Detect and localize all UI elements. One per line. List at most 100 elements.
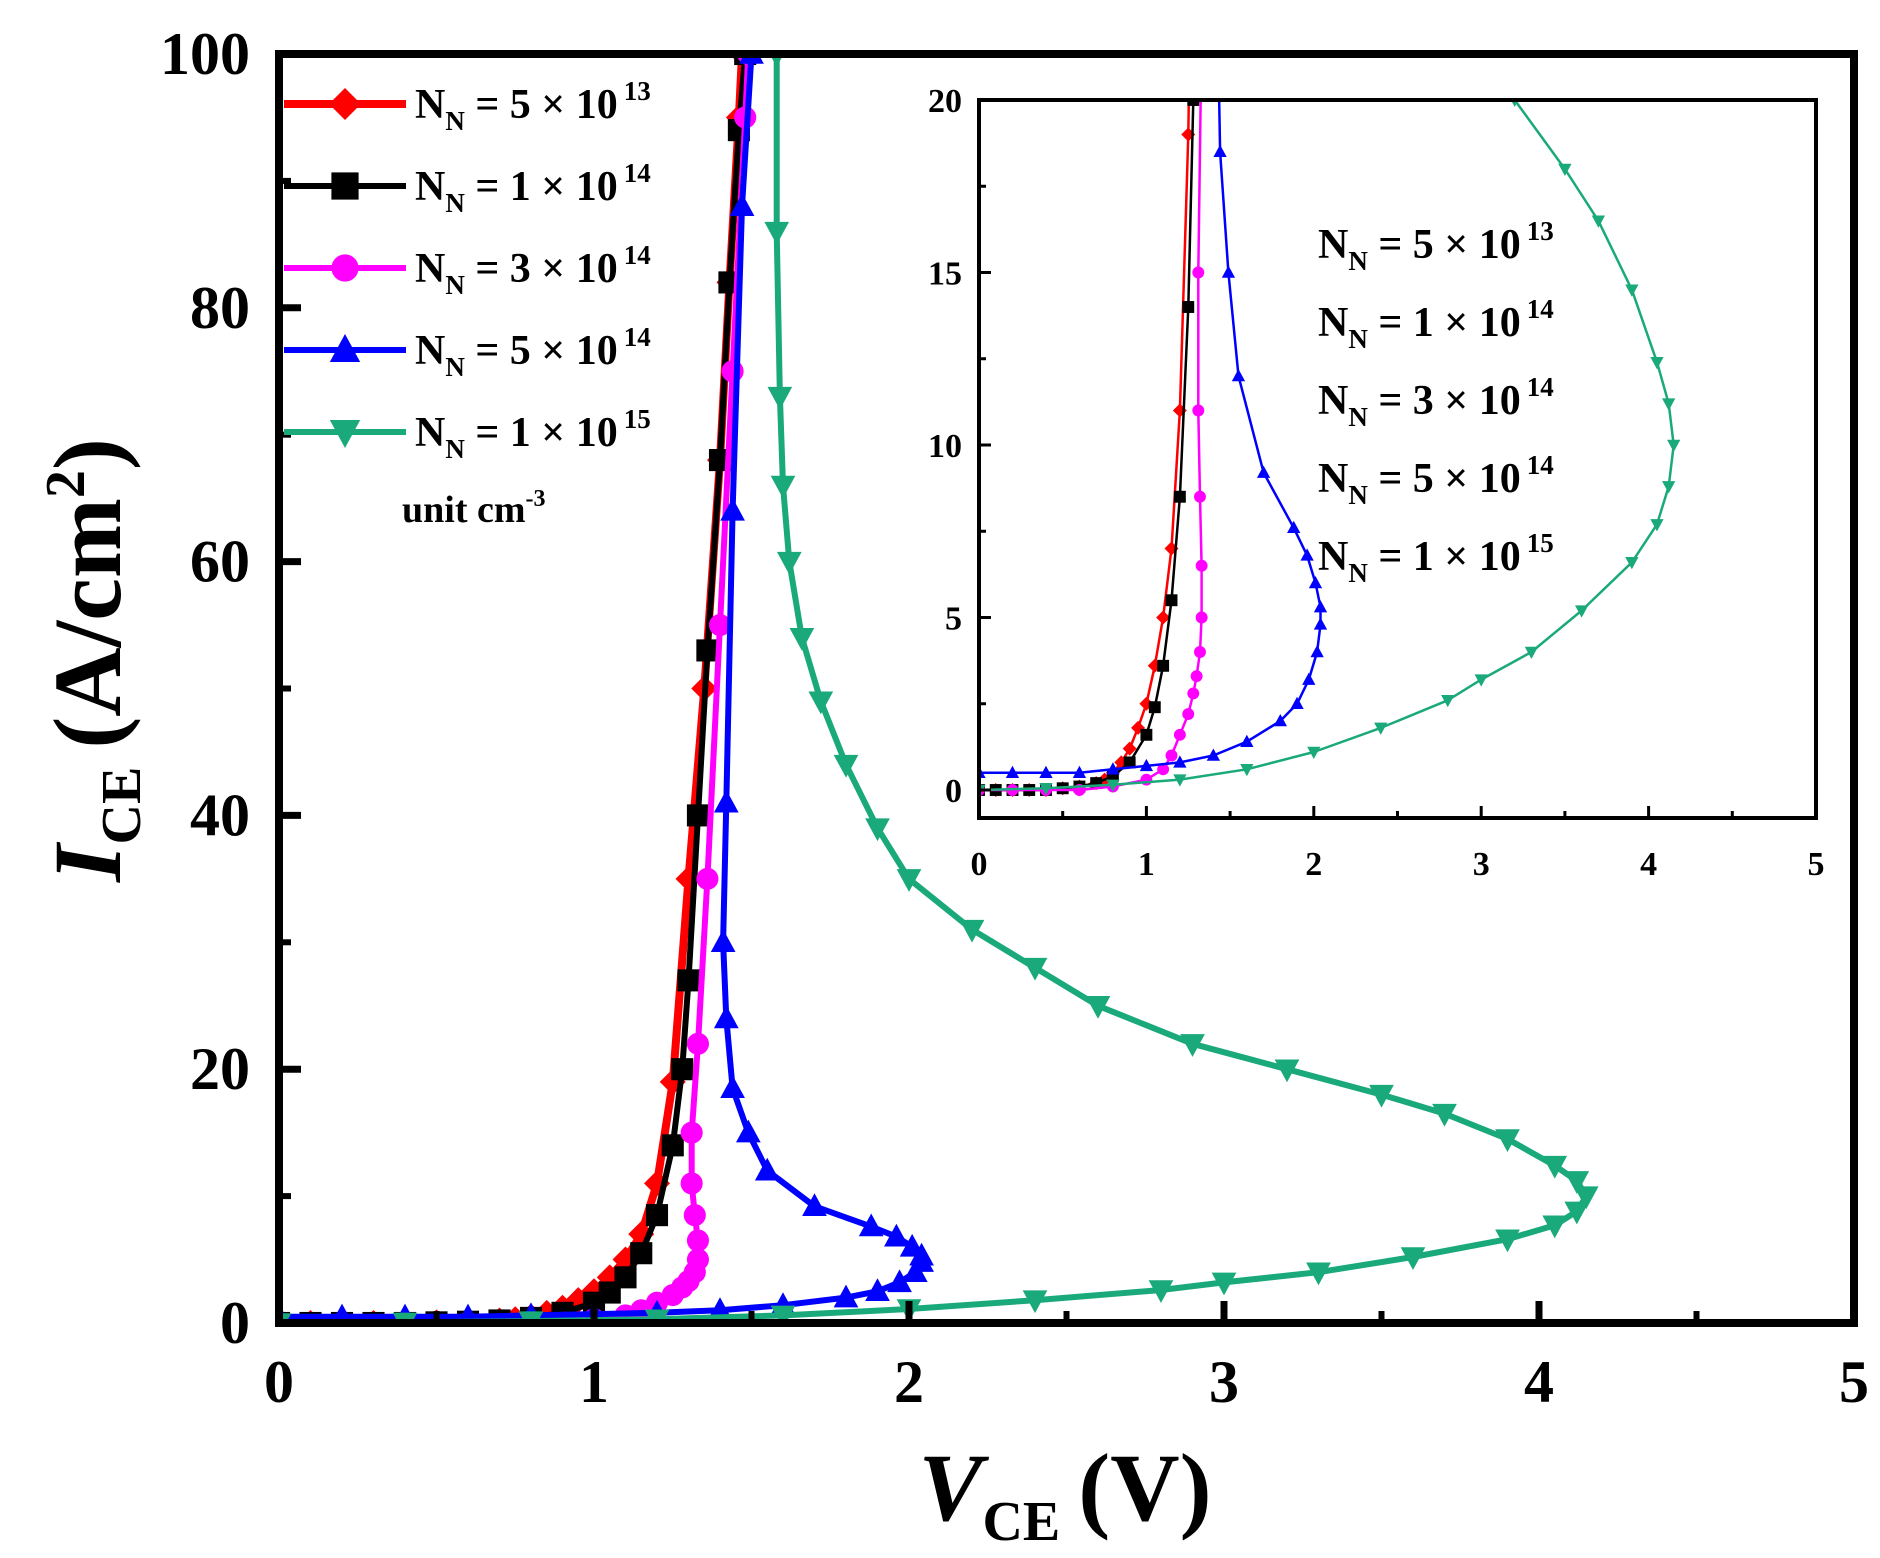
series-line-n-n-1-10-14 xyxy=(279,54,749,1323)
inset-y-tick-label-0: 0 xyxy=(945,773,962,810)
x-tick-label-1: 1 xyxy=(579,1349,609,1415)
inset-data-point-n-n-1-10-15-6 xyxy=(1374,722,1388,735)
inset-data-point-n-n-5-10-13-11 xyxy=(1122,741,1137,756)
data-point-n-n-1-10-15-23 xyxy=(1022,957,1048,981)
data-point-n-n-1-10-15-8 xyxy=(1211,1272,1237,1296)
inset-data-point-n-n-1-10-14-7 xyxy=(1090,777,1103,790)
y-tick-label-100: 100 xyxy=(160,21,250,87)
inset-x-tick-label-3: 3 xyxy=(1473,846,1490,883)
legend-label: NN = 1 × 10 14 xyxy=(415,158,651,218)
inset-x-tick-label-4: 4 xyxy=(1640,846,1657,883)
inset-data-point-n-n-3-10-14-13 xyxy=(1195,611,1208,624)
legend-marker-n-n-5-10-13 xyxy=(329,88,361,120)
inset-data-point-n-n-1-10-15-5 xyxy=(1307,746,1321,760)
data-point-n-n-1-10-15-11 xyxy=(1495,1229,1520,1253)
inset-data-point-n-n-1-10-14-9 xyxy=(1123,756,1136,769)
legend-item-n-n-3-10-14: NN = 3 × 10 14 xyxy=(284,240,651,300)
data-point-n-n-5-10-14-22 xyxy=(713,1005,739,1029)
inset-data-point-n-n-3-10-14-14 xyxy=(1195,559,1208,572)
inset-data-point-n-n-1-10-15-7 xyxy=(1441,695,1455,708)
data-point-n-n-1-10-14-19 xyxy=(696,639,719,662)
inset-data-point-n-n-5-10-14-2 xyxy=(1039,765,1053,778)
data-point-n-n-1-10-15-13 xyxy=(1564,1201,1590,1225)
x-tick-label-2: 2 xyxy=(894,1349,924,1415)
data-point-n-n-3-10-14-13 xyxy=(686,1248,709,1271)
inset-data-point-n-n-5-10-14-6 xyxy=(1173,755,1187,768)
data-point-n-n-3-10-14-17 xyxy=(680,1121,703,1144)
data-point-n-n-3-10-14-15 xyxy=(683,1204,706,1227)
data-point-n-n-1-10-14-15 xyxy=(661,1134,684,1157)
data-point-n-n-1-10-15-17 xyxy=(1495,1129,1520,1152)
data-point-n-n-5-10-14-1 xyxy=(331,1303,353,1323)
inset-data-point-n-n-5-10-14-18 xyxy=(1256,465,1271,478)
data-point-n-n-5-10-14-11 xyxy=(887,1269,912,1293)
inset-label-3: NN = 5 × 10 14 xyxy=(1318,450,1554,510)
legend-marker-n-n-5-10-14 xyxy=(329,334,361,362)
data-point-n-n-5-10-14-3 xyxy=(457,1303,479,1323)
inset-data-point-n-n-1-10-15-9 xyxy=(1524,646,1539,659)
inset-y-tick-label-20: 20 xyxy=(928,83,962,120)
inset-data-point-n-n-5-10-14-1 xyxy=(1005,765,1020,778)
inset-label-0: NN = 5 × 10 13 xyxy=(1318,216,1554,276)
inset-x-tick-label-0: 0 xyxy=(971,846,988,883)
legend-item-n-n-5-10-14: NN = 5 × 10 14 xyxy=(284,322,651,382)
legend-marker-n-n-1-10-15 xyxy=(329,420,361,448)
inset-data-point-n-n-1-10-15-10 xyxy=(1574,605,1589,618)
x-tick-label-4: 4 xyxy=(1524,1349,1554,1415)
inset-data-point-n-n-1-10-14-15 xyxy=(1182,301,1195,313)
legend-marker-n-n-3-10-14 xyxy=(331,254,359,282)
inset-data-point-n-n-3-10-14-18 xyxy=(1196,25,1208,37)
data-point-n-n-1-10-15-31 xyxy=(770,475,796,499)
inset-data-point-n-n-3-10-14-7 xyxy=(1165,749,1178,762)
inset-data-point-n-n-1-10-14-10 xyxy=(1140,728,1153,741)
data-point-n-n-5-10-14-10 xyxy=(865,1278,890,1302)
inset-data-point-n-n-5-10-14-13 xyxy=(1313,617,1328,630)
x-tick-label-5: 5 xyxy=(1839,1349,1869,1415)
data-point-n-n-1-10-14-13 xyxy=(630,1242,653,1265)
inset-data-point-n-n-1-10-15-2 xyxy=(1106,779,1120,792)
inset-data-point-n-n-1-10-14-13 xyxy=(1165,594,1178,607)
data-point-n-n-1-10-15-4 xyxy=(770,1305,796,1323)
inset-y-tick-label-5: 5 xyxy=(945,601,962,638)
legend-label: NN = 5 × 10 13 xyxy=(415,76,651,136)
inset-data-point-n-n-1-10-15-13 xyxy=(1662,481,1676,494)
inset-data-point-n-n-1-10-14-8 xyxy=(1106,770,1119,783)
data-point-n-n-3-10-14-18 xyxy=(686,1032,709,1055)
y-tick-label-80: 80 xyxy=(190,275,250,341)
x-tick-label-0: 0 xyxy=(264,1349,294,1415)
data-point-n-n-3-10-14-20 xyxy=(708,614,732,637)
inset-data-point-n-n-5-10-14-20 xyxy=(1221,265,1236,278)
inset-data-point-n-n-1-10-15-1 xyxy=(1039,783,1053,796)
legend-label: NN = 1 × 10 15 xyxy=(415,404,651,464)
data-point-n-n-5-10-14-26 xyxy=(729,193,755,217)
data-point-n-n-5-10-14-17 xyxy=(858,1213,884,1237)
data-point-n-n-3-10-14-14 xyxy=(686,1229,709,1252)
legend-unit-note: unit cm-3 xyxy=(402,486,546,531)
data-point-n-n-1-10-15-18 xyxy=(1432,1103,1457,1127)
inset-data-point-n-n-5-10-14-9 xyxy=(1273,714,1287,727)
inset-data-point-n-n-3-10-14-12 xyxy=(1194,646,1206,658)
inset-series-line-n-n-5-10-14 xyxy=(979,100,1322,775)
data-point-n-n-1-10-15-14 xyxy=(1573,1186,1599,1210)
inset-data-point-n-n-1-10-14-16 xyxy=(1187,100,1200,106)
data-point-n-n-3-10-14-19 xyxy=(696,867,719,890)
inset-data-point-n-n-5-10-14-3 xyxy=(1072,765,1087,778)
inset-data-point-n-n-3-10-14-6 xyxy=(1157,763,1170,776)
inset-x-tick-label-1: 1 xyxy=(1138,846,1155,883)
y-tick-label-20: 20 xyxy=(190,1036,250,1102)
inset-data-point-n-n-5-10-14-14 xyxy=(1313,600,1328,613)
data-point-n-n-1-10-15-24 xyxy=(959,919,985,943)
inset-data-point-n-n-3-10-14-17 xyxy=(1192,266,1205,279)
inset-data-point-n-n-1-10-15-21 xyxy=(1458,26,1471,38)
inset-data-point-n-n-1-10-15-17 xyxy=(1625,284,1639,297)
inset-data-point-n-n-1-10-15-14 xyxy=(1667,439,1681,452)
inset-data-point-n-n-5-10-14-12 xyxy=(1310,645,1324,658)
data-point-n-n-1-10-15-6 xyxy=(1022,1290,1048,1314)
data-point-n-n-1-10-15-12 xyxy=(1542,1215,1568,1239)
inset-y-tick-label-15: 15 xyxy=(928,256,962,293)
data-point-n-n-1-10-15-32 xyxy=(767,386,793,410)
y-axis-title: ICE(A/cm2) xyxy=(34,438,153,883)
inset-data-point-n-n-5-10-14-19 xyxy=(1231,369,1246,382)
inset-data-point-n-n-1-10-15-11 xyxy=(1625,557,1639,570)
